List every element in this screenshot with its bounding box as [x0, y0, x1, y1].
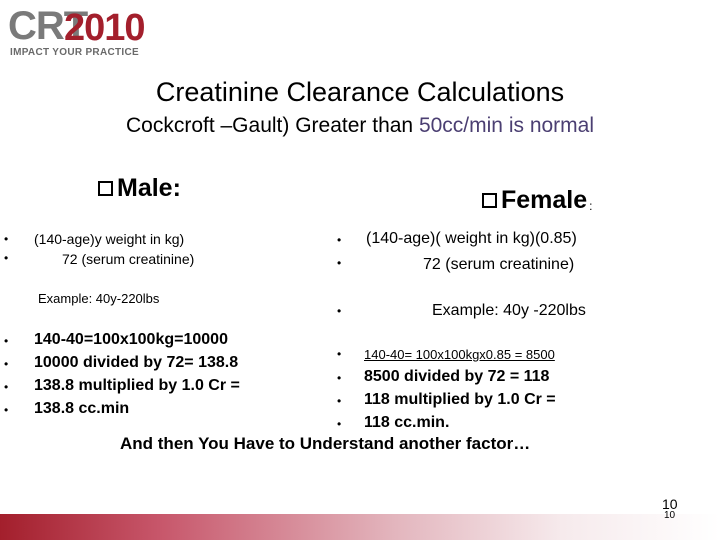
page-number: 10: [662, 496, 678, 512]
bullet-icon: •: [337, 394, 342, 408]
female-step-2: 8500 divided by 72 = 118: [364, 368, 550, 385]
female-example: Example: 40y -220lbs: [432, 302, 586, 319]
male-heading-label: Male:: [117, 174, 181, 202]
checkbox-bullet-icon: [482, 193, 497, 208]
female-heading-colon: :: [589, 198, 593, 213]
slide-title: Creatinine Clearance Calculations: [155, 77, 565, 107]
subtitle-highlight: 50cc/min is normal: [418, 114, 595, 137]
female-formula-numerator: (140-age)( weight in kg)(0.85): [366, 230, 577, 247]
footer-gradient-bar: [0, 514, 720, 540]
female-step-1: 140-40= 100x100kgx0.85 = 8500: [364, 347, 555, 362]
bullet-icon: •: [4, 251, 9, 265]
subtitle-prefix: Cockcroft –Gault) Greater than: [125, 114, 419, 137]
bullet-icon: •: [337, 256, 342, 270]
logo-crt: CRT: [8, 4, 88, 48]
male-step-3: 138.8 multiplied by 1.0 Cr =: [34, 377, 240, 394]
bullet-icon: •: [4, 232, 9, 246]
slide-subtitle: Cockcroft –Gault) Greater than 50cc/min …: [0, 114, 720, 138]
female-heading-label: Female: [501, 186, 588, 214]
bullet-icon: •: [4, 403, 9, 417]
female-heading: Female :: [482, 186, 593, 215]
bullet-icon: •: [4, 380, 9, 394]
bullet-icon: •: [337, 304, 342, 318]
bullet-icon: •: [337, 417, 342, 431]
bullet-icon: •: [337, 347, 342, 361]
bullet-icon: •: [4, 334, 9, 348]
bullet-icon: •: [337, 233, 342, 247]
crt-logo: CRT 2010 IMPACT YOUR PRACTICE: [6, 4, 156, 60]
female-step-4: 118 cc.min.: [364, 414, 450, 431]
male-step-4: 138.8 cc.min: [34, 400, 130, 417]
female-formula-denominator: 72 (serum creatinine): [423, 256, 575, 273]
bullet-icon: •: [337, 371, 342, 385]
male-formula-denominator: 72 (serum creatinine): [62, 251, 195, 267]
male-heading: Male:: [98, 174, 181, 203]
female-step-3: 118 multiplied by 1.0 Cr =: [364, 391, 556, 408]
logo-year: 2010: [64, 7, 146, 49]
checkbox-bullet-icon: [98, 181, 113, 196]
male-step-1: 140-40=100x100kg=10000: [34, 331, 228, 348]
male-formula-numerator: (140-age)y weight in kg): [34, 231, 185, 247]
footer-note: And then You Have to Understand another …: [120, 434, 531, 453]
page-number-small: 10: [664, 510, 676, 521]
logo-tagline: IMPACT YOUR PRACTICE: [10, 47, 139, 58]
male-example: Example: 40y-220lbs: [38, 291, 160, 306]
male-step-2: 10000 divided by 72= 138.8: [34, 354, 239, 371]
bullet-icon: •: [4, 357, 9, 371]
